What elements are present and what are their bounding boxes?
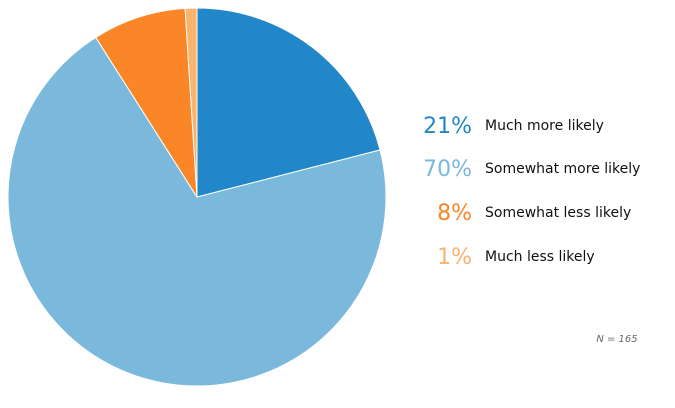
legend-value-0: 21% — [423, 114, 472, 139]
legend-label-1: Somewhat more likely — [485, 161, 640, 177]
legend-value-2: 8% — [437, 201, 472, 226]
legend-label-3: Much less likely — [485, 249, 595, 265]
legend-label-0: Much more likely — [485, 118, 604, 134]
legend-label-2: Somewhat less likely — [485, 205, 631, 221]
pie-slice-0 — [196, 7, 381, 198]
pie-slice-2 — [95, 7, 198, 198]
pie-slice-1 — [7, 36, 387, 387]
sample-size-note: N = 165 — [596, 334, 637, 345]
pie-slice-3 — [184, 7, 198, 198]
legend-value-1: 70% — [423, 157, 472, 182]
legend: 21% Much more likely 70% Somewhat more like… — [423, 114, 640, 270]
pie-slices — [7, 7, 387, 387]
legend-value-3: 1% — [437, 245, 472, 270]
